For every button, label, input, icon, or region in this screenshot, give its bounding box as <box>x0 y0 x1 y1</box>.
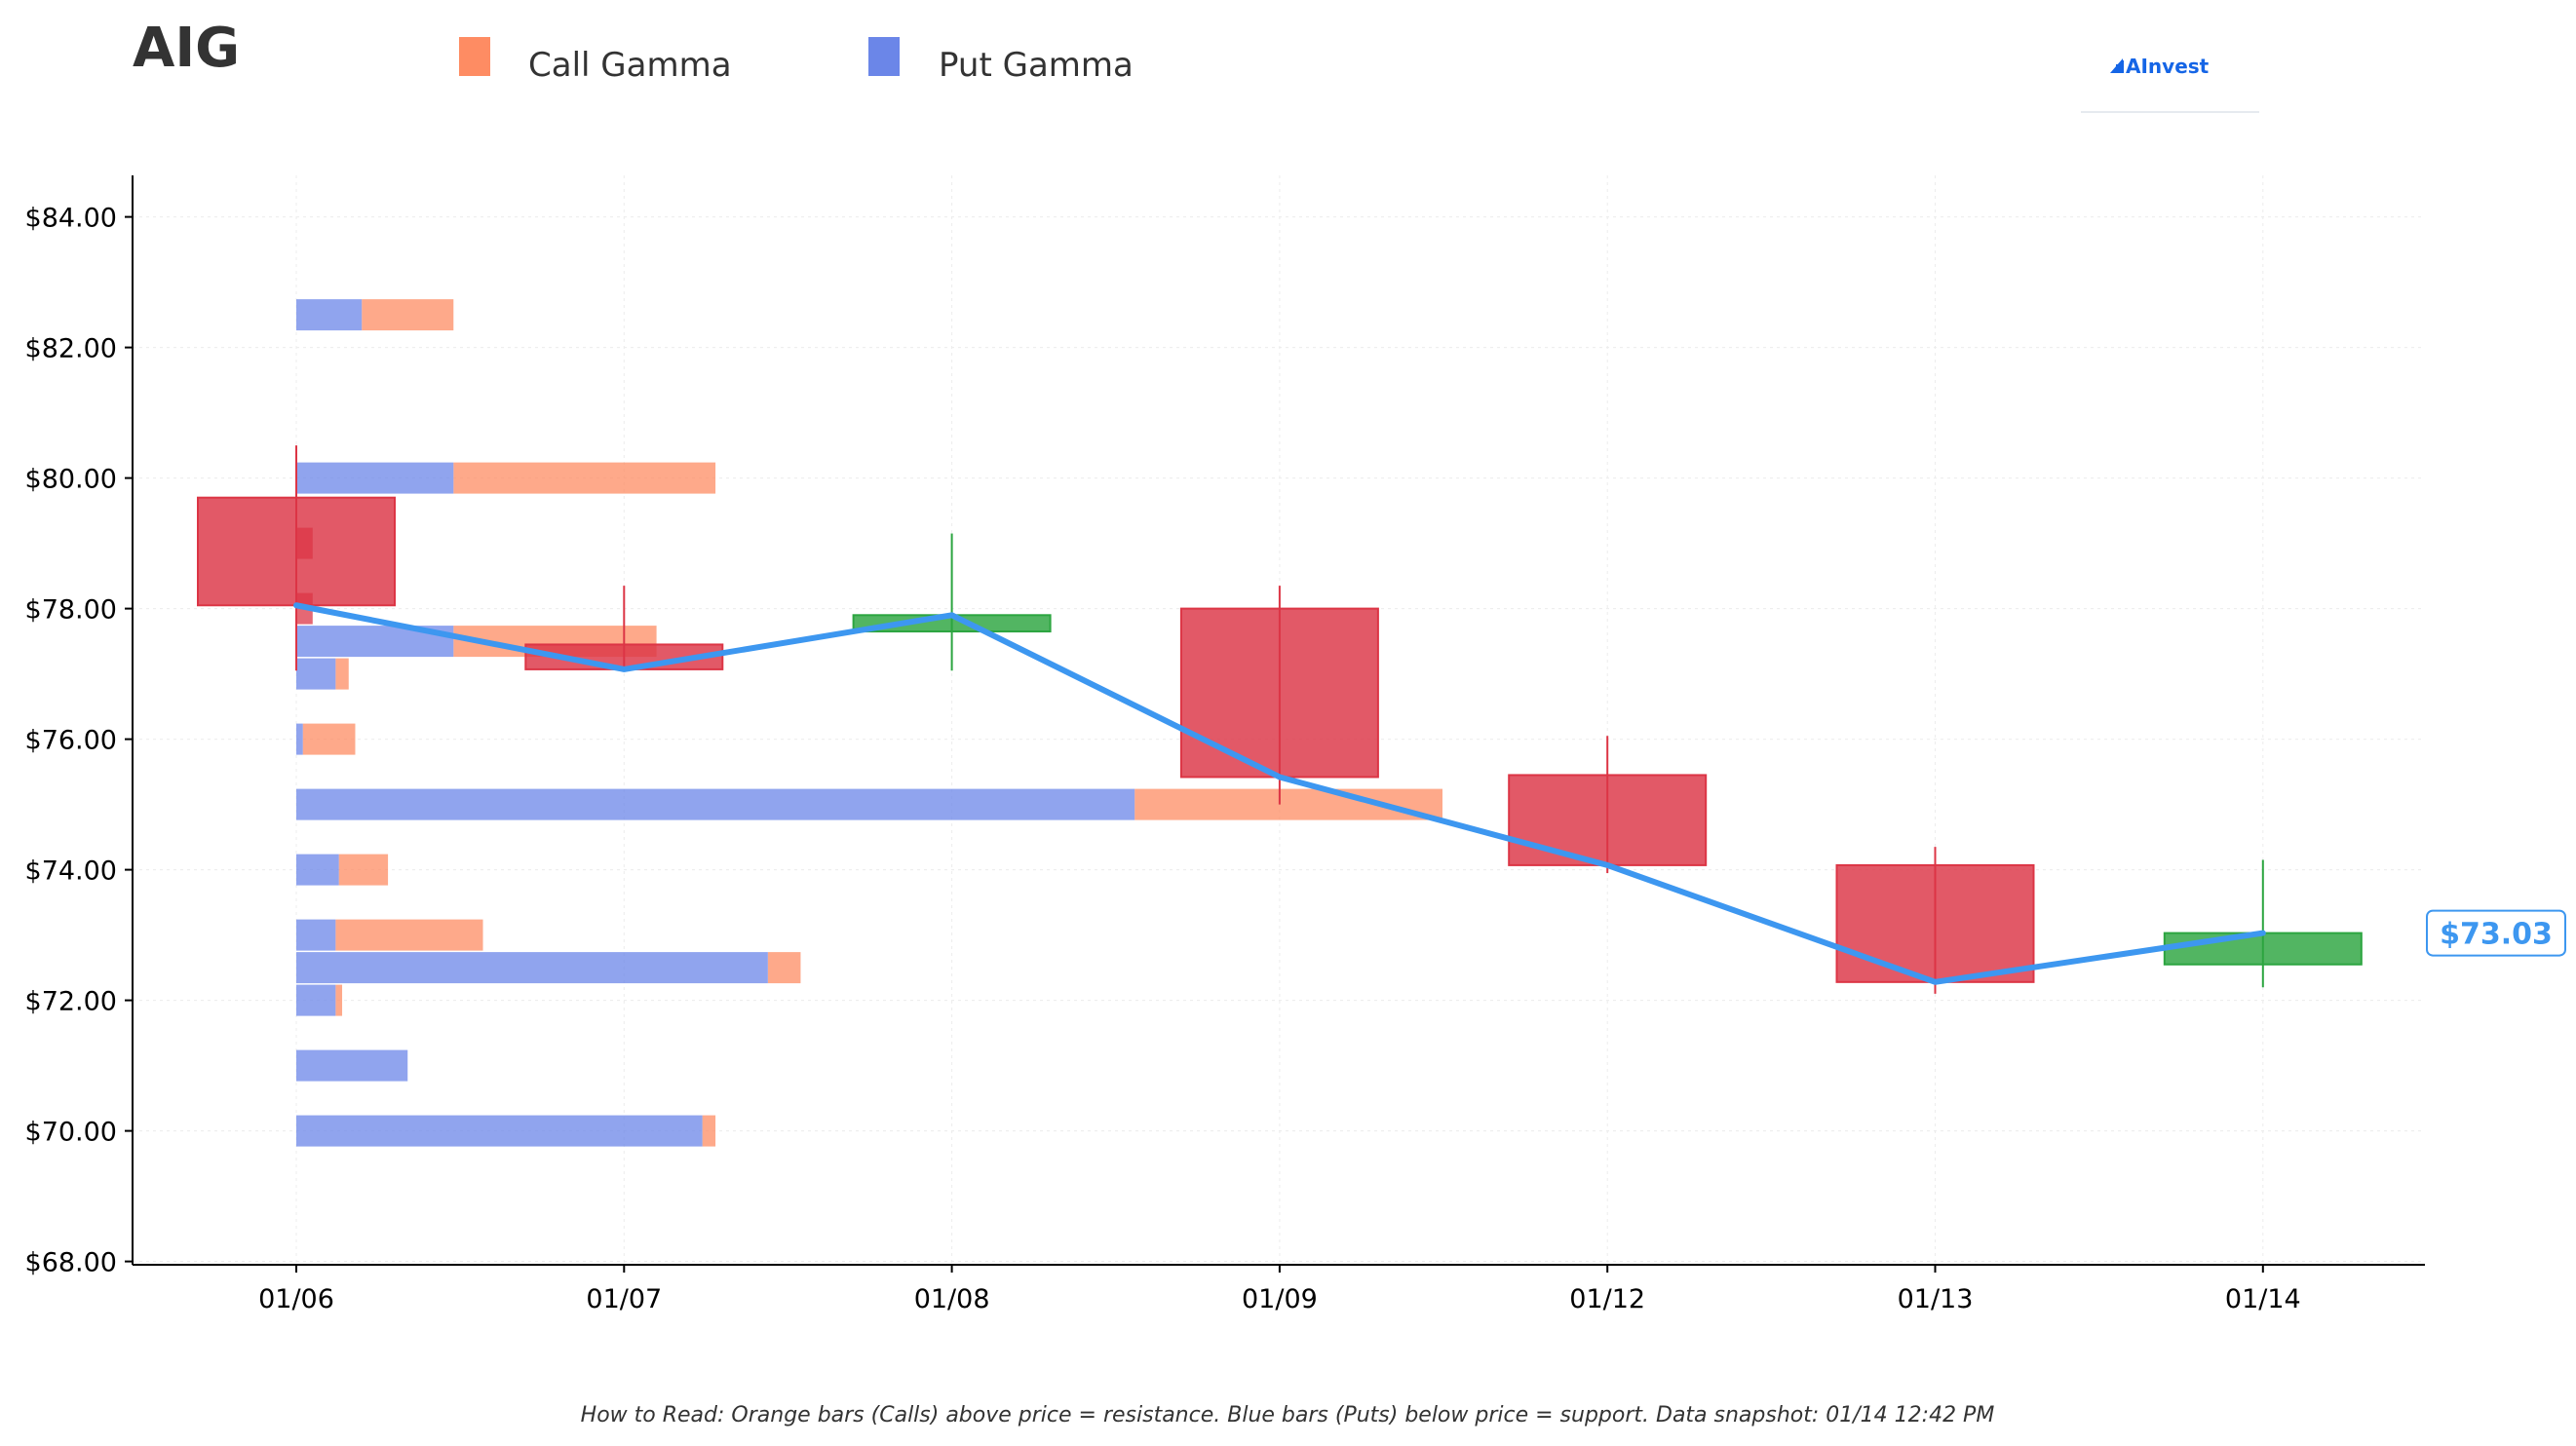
y-tick-label: $74.00 <box>25 856 117 887</box>
x-tick-label: 01/06 <box>258 1284 334 1314</box>
brand-name: AInvest <box>2126 55 2210 78</box>
last-price-badge: $73.03 <box>2426 909 2566 957</box>
call-gamma-bar <box>767 952 801 984</box>
y-tick-label: $70.00 <box>25 1118 117 1148</box>
call-gamma-bar <box>362 299 454 331</box>
y-tick-label: $68.00 <box>25 1248 117 1278</box>
call-gamma-bar <box>453 462 716 494</box>
put-gamma-bar <box>296 462 454 494</box>
price-line-path <box>293 602 2266 985</box>
candlesticks <box>197 445 2363 994</box>
put-gamma-bar <box>296 919 336 951</box>
candle-body-up <box>2163 932 2363 966</box>
call-gamma-bar <box>302 723 356 755</box>
candle-body-down <box>197 496 396 607</box>
y-tick-label: $78.00 <box>25 595 117 626</box>
last-price-label: $73.03 <box>2440 918 2553 952</box>
ainvest-logo-icon <box>2110 58 2124 73</box>
y-tick-label: $82.00 <box>25 334 117 364</box>
call-gamma-bar <box>338 854 389 886</box>
call-gamma-swatch <box>459 37 490 76</box>
gamma-bars <box>296 299 1442 1147</box>
x-tick-label: 01/12 <box>1569 1284 1645 1314</box>
put-gamma-bar <box>296 952 768 984</box>
put-gamma-bar <box>296 788 1135 820</box>
put-gamma-legend-label: Put Gamma <box>939 46 1134 85</box>
put-gamma-bar <box>296 984 336 1016</box>
legend: Call Gamma Put Gamma <box>459 37 1134 85</box>
price-line <box>293 602 2266 985</box>
y-tick-label: $84.00 <box>25 204 117 234</box>
y-axis-ticks: $68.00 $70.00 $72.00 $74.00 $76.00 $78.00 $80.… <box>25 204 133 1278</box>
candle-body-down <box>1508 774 1708 866</box>
brand-logo[interactable]: AInvest <box>2081 55 2259 113</box>
candle-body-down <box>1179 607 1379 779</box>
y-tick-label: $72.00 <box>25 987 117 1017</box>
put-gamma-bar <box>296 299 363 331</box>
call-gamma-bar <box>1134 788 1442 820</box>
put-gamma-bar <box>296 723 303 755</box>
x-tick-label: 01/09 <box>1242 1284 1318 1314</box>
call-gamma-legend-label: Call Gamma <box>528 46 732 85</box>
put-gamma-bar <box>296 658 336 690</box>
put-gamma-bar <box>296 854 339 886</box>
gridlines <box>133 175 2425 1265</box>
x-tick-label: 01/07 <box>586 1284 662 1314</box>
x-tick-label: 01/14 <box>2225 1284 2301 1314</box>
footnote: How to Read: Orange bars (Calls) above p… <box>581 1403 1995 1427</box>
x-tick-label: 01/13 <box>1898 1284 1974 1314</box>
candle-body-down <box>1835 863 2035 983</box>
put-gamma-bar <box>296 1115 703 1147</box>
y-tick-label: $80.00 <box>25 465 117 495</box>
call-gamma-bar <box>335 919 483 951</box>
call-gamma-bar <box>335 984 343 1016</box>
ticker-title: AIG <box>133 17 240 80</box>
call-gamma-bar <box>335 658 349 690</box>
call-gamma-bar <box>702 1115 716 1147</box>
put-gamma-swatch <box>868 37 900 76</box>
y-tick-label: $76.00 <box>25 726 117 756</box>
x-tick-label: 01/08 <box>914 1284 990 1314</box>
put-gamma-bar <box>296 1049 408 1082</box>
x-axis-ticks: 01/06 01/07 01/08 01/09 01/12 01/13 01/14 <box>258 1265 2301 1314</box>
